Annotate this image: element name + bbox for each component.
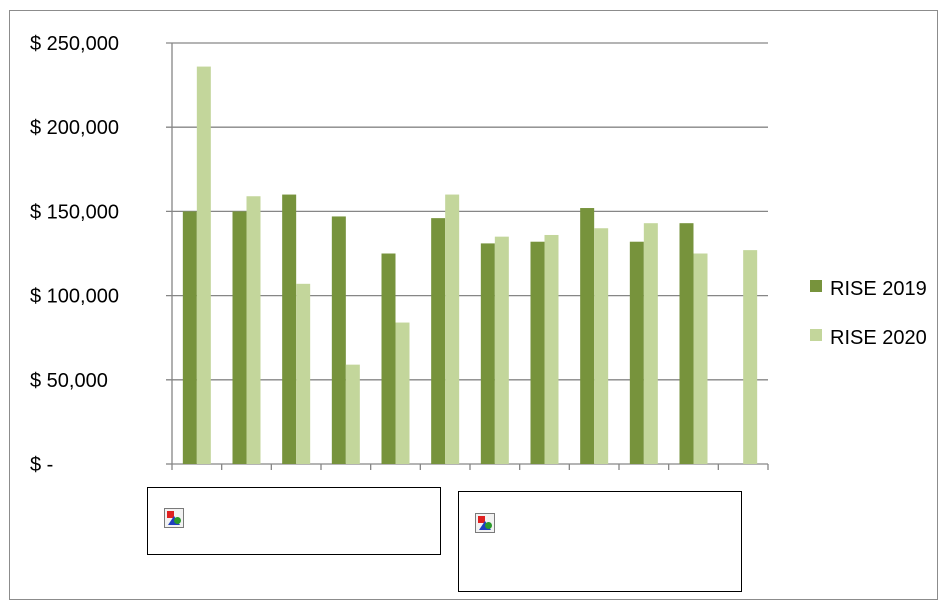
bar-rise-2020 (196, 66, 211, 465)
legend-label: RISE 2019 (830, 278, 927, 300)
bar-rise-2020 (345, 364, 360, 464)
bar-rise-2020 (296, 283, 311, 464)
image-placeholder-right (458, 491, 742, 592)
bar-rise-2020 (395, 322, 410, 464)
y-tick-label: $ - (30, 454, 53, 476)
bar-rise-2019 (232, 211, 247, 464)
bar-rise-2019 (182, 211, 197, 464)
legend-swatch (810, 329, 822, 341)
bar-rise-2020 (594, 228, 609, 464)
bar-rise-2019 (431, 218, 446, 464)
legend-label: RISE 2020 (830, 327, 927, 349)
y-tick-label: $ 250,000 (30, 33, 119, 55)
y-tick-label: $ 50,000 (30, 370, 108, 392)
broken-image-icon (164, 508, 184, 528)
y-tick-labels: $ - $ 50,000 $ 100,000 $ 150,000 $ 200,000 $ … (30, 33, 119, 476)
bar-rise-2019 (530, 241, 545, 464)
gridlines (166, 42, 768, 465)
bars (182, 66, 758, 465)
bar-rise-2019 (679, 223, 694, 464)
bar-rise-2020 (246, 196, 261, 464)
bar-rise-2020 (494, 236, 509, 464)
bar-rise-2019 (580, 208, 595, 464)
image-placeholder-left (147, 487, 441, 555)
axes (171, 43, 769, 470)
legend: RISE 2019 RISE 2020 (810, 278, 927, 349)
legend-swatch (810, 280, 822, 292)
bar-rise-2020 (643, 223, 658, 464)
bar-rise-2020 (743, 250, 758, 464)
y-tick-label: $ 200,000 (30, 117, 119, 139)
bar-rise-2019 (282, 194, 297, 464)
bar-rise-2020 (445, 194, 460, 464)
bar-rise-2020 (544, 234, 559, 464)
bar-rise-2019 (331, 216, 346, 464)
bar-rise-2020 (693, 253, 708, 464)
bar-rise-2019 (480, 243, 495, 464)
y-tick-label: $ 150,000 (30, 201, 119, 223)
bar-rise-2019 (381, 253, 396, 464)
broken-image-icon (475, 513, 495, 533)
y-tick-label: $ 100,000 (30, 286, 119, 308)
bar-rise-2019 (629, 241, 644, 464)
